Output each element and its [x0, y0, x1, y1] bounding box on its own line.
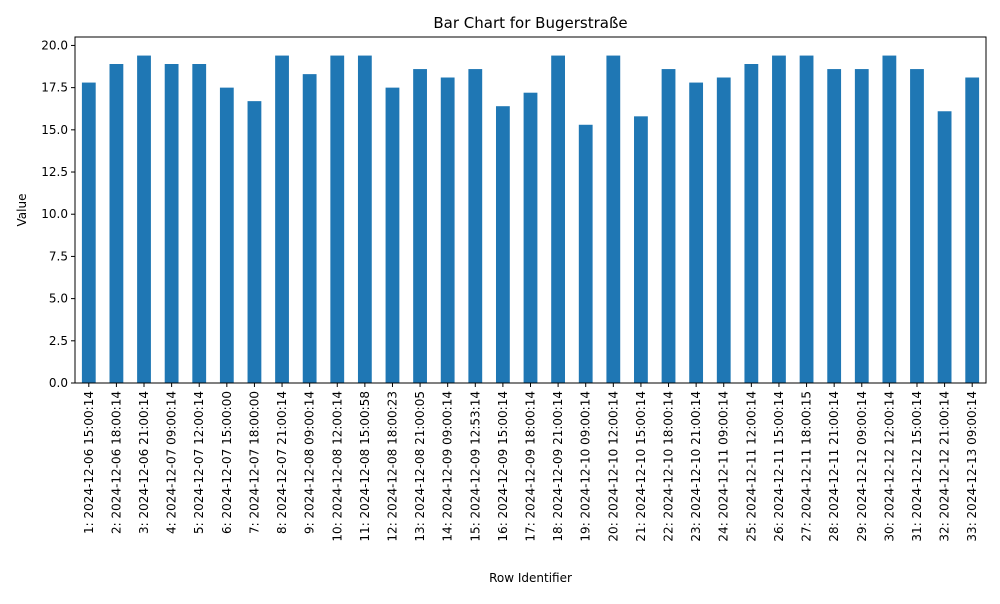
x-tick-label: 16: 2024-12-09 15:00:14	[496, 391, 510, 542]
bar	[523, 92, 538, 383]
y-tick-label: 7.5	[49, 249, 68, 263]
bar	[275, 55, 289, 383]
y-axis: 0.0 2.5 5.0 7.5 10.0 12.5 15.0 17.5 20.0	[41, 38, 75, 390]
x-tick-label: 2: 2024-12-06 18:00:14	[109, 391, 123, 534]
x-tick-label: 5: 2024-12-07 12:00:14	[192, 391, 206, 534]
x-tick-label: 31: 2024-12-12 15:00:14	[910, 391, 924, 542]
bar	[413, 69, 427, 383]
x-axis: 1: 2024-12-06 15:00:14 2: 2024-12-06 18:0…	[82, 383, 979, 542]
y-tick-label: 5.0	[49, 292, 68, 306]
bar	[634, 116, 648, 383]
bar	[302, 74, 317, 383]
x-tick-label: 11: 2024-12-08 15:00:58	[358, 391, 372, 542]
bar	[689, 82, 704, 383]
bar	[827, 69, 842, 383]
x-tick-label: 18: 2024-12-09 21:00:14	[551, 391, 565, 542]
x-tick-label: 3: 2024-12-06 21:00:14	[137, 391, 151, 534]
x-tick-label: 6: 2024-12-07 15:00:00	[220, 391, 234, 534]
x-tick-label: 23: 2024-12-10 21:00:14	[689, 391, 703, 542]
x-tick-label: 9: 2024-12-08 09:00:14	[303, 391, 317, 534]
bar	[137, 55, 151, 383]
bar	[385, 87, 400, 383]
x-tick-label: 12: 2024-12-08 18:00:23	[385, 391, 399, 542]
bar	[109, 64, 124, 383]
y-tick-label: 17.5	[41, 81, 68, 95]
bar	[716, 77, 731, 383]
y-tick-label: 0.0	[49, 376, 68, 390]
bar	[192, 64, 207, 383]
x-tick-label: 13: 2024-12-08 21:00:05	[413, 391, 427, 542]
bar	[330, 55, 345, 383]
bar	[468, 69, 483, 383]
bar	[578, 124, 593, 384]
x-tick-label: 14: 2024-12-09 09:00:14	[441, 391, 455, 542]
x-tick-label: 26: 2024-12-11 15:00:14	[772, 391, 786, 542]
x-tick-label: 21: 2024-12-10 15:00:14	[634, 391, 648, 542]
bar	[440, 77, 455, 383]
x-tick-label: 4: 2024-12-07 09:00:14	[165, 391, 179, 534]
x-tick-label: 8: 2024-12-07 21:00:14	[275, 391, 289, 534]
x-tick-label: 30: 2024-12-12 12:00:14	[882, 391, 896, 542]
x-tick-label: 29: 2024-12-12 09:00:14	[855, 391, 869, 542]
x-tick-label: 25: 2024-12-11 12:00:14	[744, 391, 758, 542]
x-tick-label: 15: 2024-12-09 12:53:14	[468, 391, 482, 542]
bar	[606, 55, 621, 383]
bar	[495, 106, 510, 383]
bar	[661, 69, 676, 383]
bar	[910, 69, 924, 383]
x-tick-label: 19: 2024-12-10 09:00:14	[579, 391, 593, 542]
x-tick-label: 32: 2024-12-12 21:00:14	[938, 391, 952, 542]
y-tick-label: 2.5	[49, 334, 68, 348]
chart-title: Bar Chart for Bugerstraße	[433, 14, 627, 32]
x-axis-label: Row Identifier	[489, 571, 572, 585]
y-tick-label: 10.0	[41, 207, 68, 221]
bar	[81, 82, 96, 383]
bar	[219, 87, 234, 383]
plot-frame	[74, 36, 987, 384]
x-tick-label: 1: 2024-12-06 15:00:14	[82, 391, 96, 534]
x-tick-label: 28: 2024-12-11 21:00:14	[827, 391, 841, 542]
x-tick-label: 22: 2024-12-10 18:00:14	[662, 391, 676, 542]
x-tick-label: 33: 2024-12-13 09:00:14	[965, 391, 979, 542]
bar	[247, 101, 262, 383]
bar	[937, 111, 952, 383]
bars-group	[81, 55, 980, 384]
bar	[854, 69, 869, 383]
bar	[965, 77, 980, 383]
bar	[744, 64, 759, 383]
bar	[799, 55, 814, 383]
x-tick-label: 27: 2024-12-11 18:00:15	[800, 391, 814, 542]
bar	[882, 55, 897, 383]
x-tick-label: 20: 2024-12-10 12:00:14	[606, 391, 620, 542]
bar	[551, 55, 565, 383]
x-tick-label: 17: 2024-12-09 18:00:14	[524, 391, 538, 542]
bar	[164, 64, 179, 383]
y-tick-label: 12.5	[41, 165, 68, 179]
x-tick-label: 24: 2024-12-11 09:00:14	[717, 391, 731, 542]
bar	[772, 55, 786, 383]
bar	[357, 55, 372, 383]
x-tick-label: 7: 2024-12-07 18:00:00	[247, 391, 261, 534]
x-tick-label: 10: 2024-12-08 12:00:14	[330, 391, 344, 542]
y-tick-label: 15.0	[41, 123, 68, 137]
y-axis-label: Value	[15, 194, 29, 227]
y-tick-label: 20.0	[41, 38, 68, 52]
